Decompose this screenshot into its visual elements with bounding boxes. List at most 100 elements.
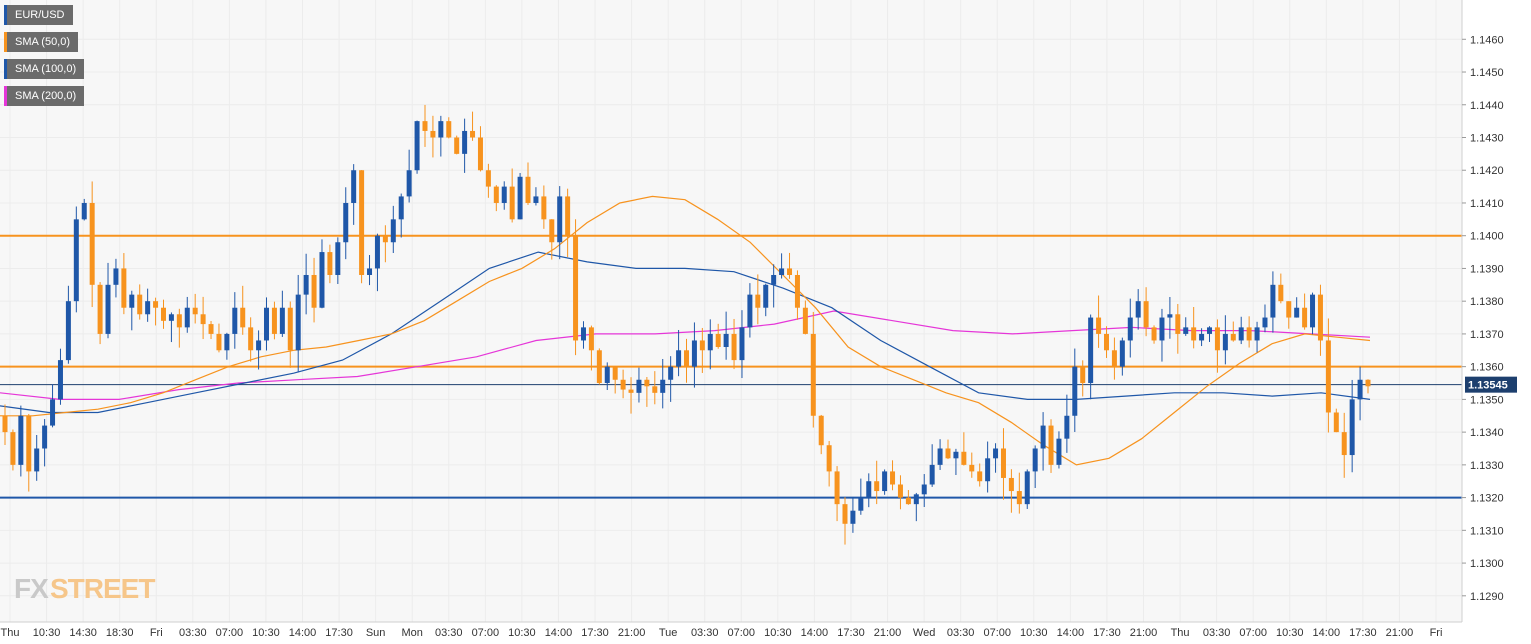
candle-body: [240, 307, 246, 328]
candle-body: [264, 307, 270, 341]
legend-swatch: [4, 86, 7, 106]
x-tick-label: 21:00: [618, 627, 646, 639]
x-tick-label: 14:00: [1313, 627, 1341, 639]
candle-body: [1302, 307, 1308, 328]
candle-body: [1349, 399, 1355, 456]
candle-body: [311, 274, 317, 308]
candle-body: [897, 484, 903, 498]
x-tick-label: 10:30: [764, 627, 792, 639]
candle-body: [1016, 491, 1022, 505]
candle-body: [153, 301, 159, 308]
candle-body: [866, 481, 872, 498]
candle-body: [422, 121, 428, 131]
candle-body: [573, 235, 579, 341]
candle-body: [937, 448, 943, 465]
candle-body: [1119, 340, 1125, 367]
x-tick-label: 17:30: [837, 627, 865, 639]
candle-body: [676, 350, 682, 367]
candle-body: [1143, 301, 1149, 328]
candle-body: [787, 268, 793, 275]
x-tick-label: 03:30: [1203, 627, 1231, 639]
candle-body: [1088, 317, 1094, 384]
y-tick-label: 1.1430: [1470, 132, 1504, 144]
moving-averages: [0, 195, 1371, 466]
x-tick-label: 07:00: [983, 627, 1011, 639]
legend-swatch: [4, 59, 7, 79]
y-tick-label: 1.1300: [1470, 558, 1504, 570]
candle-body: [826, 445, 832, 472]
candle-body: [668, 366, 674, 380]
candle-body: [1159, 317, 1165, 341]
candle-body: [10, 432, 16, 465]
candle-body: [913, 494, 919, 505]
candle-body: [2, 415, 8, 433]
candle-body: [232, 307, 238, 334]
candle-body: [224, 333, 230, 351]
candle-body: [1286, 301, 1292, 318]
candle-body: [113, 268, 119, 285]
x-tick-label: 07:00: [216, 627, 244, 639]
x-tick-label: Fri: [1430, 627, 1443, 639]
x-tick-label: 17:30: [325, 627, 353, 639]
candle-body: [168, 314, 174, 321]
legend-swatch: [4, 32, 7, 52]
x-tick-label: Fri: [150, 627, 163, 639]
candle-body: [359, 170, 365, 275]
candle-body: [747, 294, 753, 328]
candle-body: [1175, 314, 1181, 334]
candle-body: [446, 121, 452, 138]
candle-body: [1310, 294, 1316, 328]
candle-body: [533, 196, 539, 203]
candle-body: [200, 314, 206, 325]
candle-body: [660, 379, 666, 393]
legend-label: SMA (200,0): [15, 90, 77, 102]
fxstreet-logo: FX STREET: [14, 573, 156, 604]
x-tick-label: 14:00: [289, 627, 317, 639]
candle-body: [1183, 327, 1189, 334]
candle-body: [1199, 333, 1205, 341]
x-tick-label: 07:00: [1239, 627, 1267, 639]
candle-body: [287, 307, 293, 351]
chart-legend: EUR/USD SMA (50,0) SMA (100,0) SMA (200,…: [4, 5, 85, 113]
candle-body: [802, 307, 808, 334]
candle-body: [351, 170, 357, 203]
candle-body: [50, 399, 56, 426]
horizontal-levels: [0, 234, 1462, 499]
candle-body: [319, 252, 325, 308]
y-tick-label: 1.1380: [1470, 296, 1504, 308]
x-tick-label: 03:30: [691, 627, 719, 639]
x-tick-label: 10:30: [1020, 627, 1048, 639]
candle-body: [612, 366, 618, 380]
candle-body: [1096, 317, 1102, 334]
candle-body: [1230, 333, 1236, 341]
candle-body: [65, 301, 71, 361]
candle-body: [97, 284, 103, 334]
candle-body: [327, 252, 333, 275]
x-tick-label: 07:00: [728, 627, 756, 639]
candle-body: [1246, 327, 1252, 341]
candle-body: [882, 471, 888, 492]
candle-body: [1024, 471, 1030, 505]
candle-body: [874, 481, 880, 492]
y-tick-label: 1.1420: [1470, 165, 1504, 177]
candle-body: [858, 497, 864, 511]
x-tick-label: 17:30: [1093, 627, 1121, 639]
candle-body: [517, 176, 523, 220]
candle-body: [430, 130, 436, 138]
x-tick-label: 21:00: [1386, 627, 1414, 639]
x-tick-label: 10:30: [508, 627, 536, 639]
candle-body: [929, 464, 935, 485]
candle-body: [1294, 307, 1300, 318]
candle-body: [905, 497, 911, 505]
candle-body: [509, 186, 515, 220]
candle-body: [565, 196, 571, 236]
candle-body: [596, 350, 602, 384]
candle-body: [810, 333, 816, 416]
x-tick-label: 14:00: [545, 627, 573, 639]
candle-body: [279, 307, 285, 334]
sma-200-line: [0, 310, 1371, 400]
candle-body: [763, 284, 769, 308]
candle-body: [779, 268, 785, 275]
candle-body: [794, 274, 800, 308]
candle-body: [414, 121, 420, 171]
